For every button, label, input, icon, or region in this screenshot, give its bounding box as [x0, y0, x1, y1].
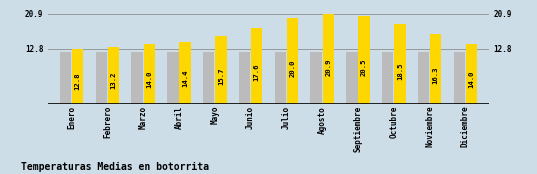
- Text: 12.8: 12.8: [75, 72, 81, 90]
- Bar: [60, 52, 71, 104]
- Bar: [72, 49, 83, 104]
- Bar: [358, 16, 370, 104]
- Bar: [143, 44, 155, 104]
- Bar: [96, 52, 107, 104]
- Text: 20.5: 20.5: [361, 59, 367, 76]
- Bar: [394, 24, 405, 104]
- Bar: [132, 52, 143, 104]
- Bar: [382, 52, 394, 104]
- Bar: [251, 28, 263, 104]
- Bar: [430, 34, 441, 104]
- Bar: [346, 52, 358, 104]
- Text: 14.0: 14.0: [146, 70, 153, 88]
- Bar: [203, 52, 214, 104]
- Text: 13.2: 13.2: [111, 72, 117, 89]
- Text: 14.4: 14.4: [182, 69, 188, 87]
- Text: 20.0: 20.0: [289, 59, 295, 77]
- Text: 14.0: 14.0: [468, 70, 475, 88]
- Bar: [108, 47, 119, 104]
- Text: 20.9: 20.9: [325, 59, 331, 76]
- Bar: [274, 52, 286, 104]
- Bar: [454, 52, 465, 104]
- Text: 16.3: 16.3: [433, 66, 439, 84]
- Bar: [418, 52, 429, 104]
- Text: 18.5: 18.5: [397, 62, 403, 80]
- Bar: [466, 44, 477, 104]
- Bar: [215, 36, 227, 104]
- Text: 17.6: 17.6: [253, 64, 260, 81]
- Bar: [310, 52, 322, 104]
- Bar: [167, 52, 179, 104]
- Bar: [239, 52, 250, 104]
- Bar: [287, 18, 298, 104]
- Text: 15.7: 15.7: [218, 67, 224, 85]
- Text: Temperaturas Medias en botorrita: Temperaturas Medias en botorrita: [21, 162, 209, 172]
- Bar: [179, 42, 191, 104]
- Bar: [323, 14, 334, 104]
